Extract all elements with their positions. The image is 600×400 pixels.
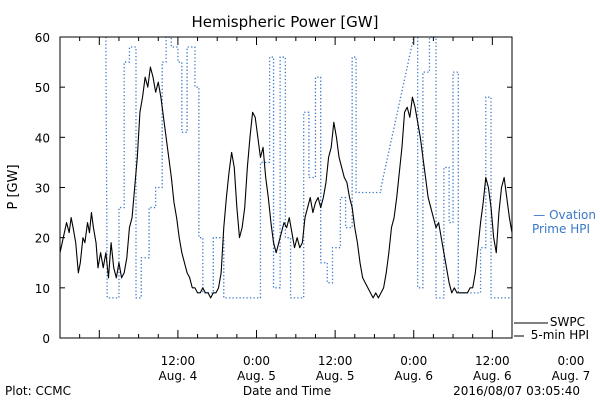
x-tick-label-date: Aug. 6 bbox=[394, 369, 433, 383]
y-axis-label: P [GW] bbox=[6, 164, 21, 209]
x-tick-label-time: 12:00 bbox=[318, 354, 353, 368]
plot-timestamp: 2016/08/07 03:05:40 bbox=[453, 384, 580, 398]
x-tick-label-date: Aug. 5 bbox=[237, 369, 276, 383]
plot-frame bbox=[59, 36, 513, 339]
plot-credit: Plot: CCMC bbox=[5, 384, 71, 398]
y-tick-label: 50 bbox=[35, 81, 50, 95]
legend-ovation-line1: — Ovation bbox=[533, 208, 596, 222]
x-tick-label-time: 12:00 bbox=[475, 354, 510, 368]
y-tick-label: 30 bbox=[35, 182, 50, 196]
x-tick-label-date: Aug. 6 bbox=[473, 369, 512, 383]
x-tick-label-time: 0:00 bbox=[400, 354, 427, 368]
series-layer bbox=[59, 36, 513, 299]
x-tick-label-time: 0:00 bbox=[243, 354, 270, 368]
y-tick-label: 10 bbox=[35, 282, 50, 296]
y-tick-label: 40 bbox=[35, 131, 50, 145]
x-tick-label-date: Aug. 7 bbox=[552, 369, 591, 383]
y-tick-label: 0 bbox=[42, 332, 50, 346]
x-axis-label: Date and Time bbox=[243, 384, 331, 398]
series-line-swpc bbox=[59, 66, 513, 299]
x-tick-label-date: Aug. 4 bbox=[159, 369, 198, 383]
y-tick-label: 20 bbox=[35, 232, 50, 246]
legend-swpc: SWPC 5-min HPI bbox=[514, 315, 589, 342]
legend-ovation-line2: Prime HPI bbox=[532, 222, 590, 236]
legend-swpc-line2: 5-min HPI bbox=[531, 328, 589, 342]
y-tick-label: 60 bbox=[35, 31, 50, 45]
legend-ovation: — Ovation Prime HPI bbox=[532, 208, 596, 236]
x-tick-label-time: 0:00 bbox=[557, 354, 584, 368]
x-tick-label-time: 12:00 bbox=[161, 354, 196, 368]
series-line-ovation-prime bbox=[105, 36, 512, 299]
chart-title: Hemispheric Power [GW] bbox=[192, 13, 379, 31]
x-tick-label-date: Aug. 5 bbox=[316, 369, 355, 383]
legend-swpc-line1: SWPC bbox=[550, 315, 585, 329]
